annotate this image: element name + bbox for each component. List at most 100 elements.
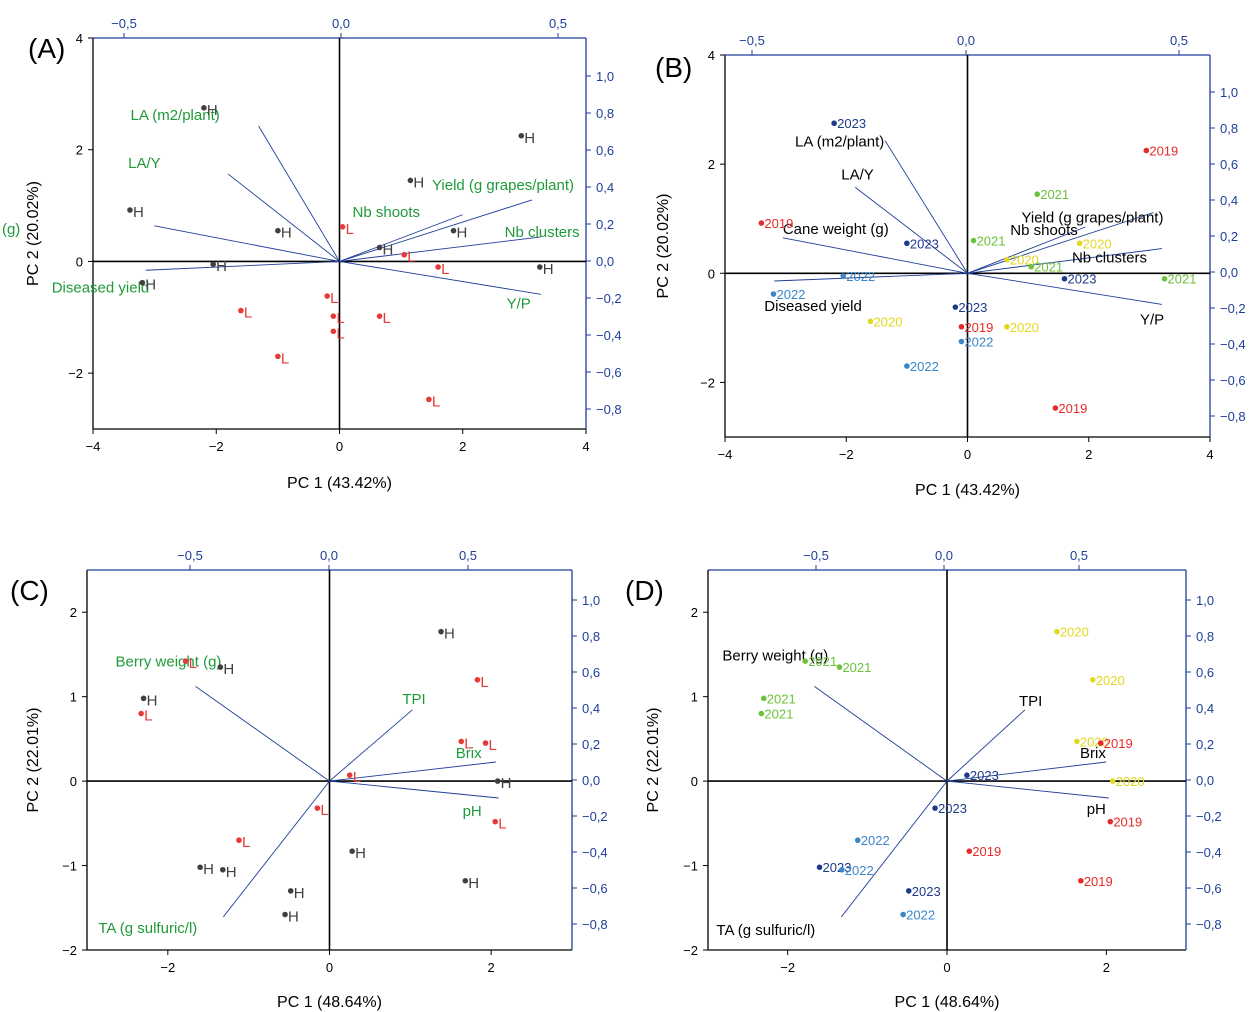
data-point xyxy=(438,628,444,635)
loading-vector xyxy=(782,237,968,274)
point-label: L xyxy=(330,290,338,307)
data-point xyxy=(139,279,146,286)
data-point xyxy=(1004,323,1010,330)
y-tick-label: −1 xyxy=(683,859,698,874)
point-label: H xyxy=(501,775,512,792)
data-point xyxy=(1078,877,1084,884)
data-point xyxy=(492,818,499,825)
y-tick-label: −1 xyxy=(62,859,77,874)
loading-vector xyxy=(339,199,533,262)
loading-label: Nb shoots xyxy=(353,204,421,221)
point-label: 2022 xyxy=(777,287,806,302)
loading-label: Cane weight (g) xyxy=(0,221,20,238)
point-label: L xyxy=(489,737,497,754)
loading-vector xyxy=(946,761,1107,782)
point-label: 2019 xyxy=(1058,401,1087,416)
y-tick-label: −2 xyxy=(700,375,715,390)
loading-vector xyxy=(967,212,1154,274)
right-tick-label: 0,8 xyxy=(1220,121,1238,136)
point-label: H xyxy=(145,277,156,294)
data-point xyxy=(854,837,861,844)
right-tick-label: −0,6 xyxy=(596,365,622,380)
data-point xyxy=(462,877,469,884)
loading-vector xyxy=(329,780,499,799)
point-label: H xyxy=(223,661,234,678)
point-label: 2022 xyxy=(861,833,890,848)
loading-vector xyxy=(946,780,1109,799)
point-label: L xyxy=(144,708,152,725)
right-tick-label: −0,8 xyxy=(1196,917,1222,932)
loading-label: LA (m2/plant) xyxy=(795,134,884,151)
data-point xyxy=(238,307,244,314)
right-tick-label: −0,6 xyxy=(1196,881,1222,896)
x-tick-label: −2 xyxy=(209,439,224,454)
point-label: L xyxy=(346,221,354,238)
data-point xyxy=(816,864,823,871)
data-point xyxy=(904,240,910,247)
y-tick-label: 2 xyxy=(691,605,698,620)
point-label: 2022 xyxy=(906,908,935,923)
data-point xyxy=(407,177,414,184)
data-point xyxy=(376,244,383,251)
loading-label: Nb clusters xyxy=(1072,250,1147,267)
panel-a: −4 −2 0 2 4 −2 0 2 4 −0,5 0,0 0,5 −0,8 −0,6 −0,4 −0,2 0,… xyxy=(0,16,622,492)
point-label: H xyxy=(133,204,144,221)
top-tick-label: 0,5 xyxy=(459,548,477,563)
loading-label: LA (m2/plant) xyxy=(131,107,220,124)
point-label: 2019 xyxy=(972,844,1001,859)
data-point xyxy=(904,363,910,369)
point-label: 2023 xyxy=(1068,272,1097,287)
data-point xyxy=(1076,240,1083,247)
loading-vector xyxy=(145,260,340,271)
right-tick-label: −0,6 xyxy=(582,881,608,896)
point-label: L xyxy=(498,816,506,833)
y-tick-label: 4 xyxy=(708,48,715,63)
data-point xyxy=(758,220,765,226)
right-tick-label: −0,4 xyxy=(596,328,622,343)
data-point xyxy=(1089,676,1096,683)
right-tick-label: 0,2 xyxy=(1220,229,1238,244)
loading-label: Berry weight (g) xyxy=(116,653,222,670)
data-point xyxy=(324,293,330,299)
top-tick-label: −0,5 xyxy=(739,33,765,48)
point-label: L xyxy=(464,735,472,752)
point-label: 2023 xyxy=(938,801,967,816)
data-point xyxy=(770,291,777,297)
y-tick-label: 2 xyxy=(70,605,77,620)
y-tick-label: 4 xyxy=(76,31,83,46)
loading-vector xyxy=(339,260,541,295)
point-label: 2021 xyxy=(1040,187,1069,202)
panel-d: −2 0 2 −2 −1 0 1 2 −0,5 0,0 0,5 −0,8 −0,6 −0,4 −0,2 0,0… xyxy=(625,548,1222,1011)
data-point xyxy=(970,237,977,244)
point-label: H xyxy=(203,861,214,878)
loading-vector xyxy=(258,125,340,262)
data-point xyxy=(1074,738,1080,745)
point-label: L xyxy=(480,674,488,691)
data-point xyxy=(210,261,216,268)
data-point xyxy=(1052,405,1059,411)
point-label: 2022 xyxy=(910,359,939,374)
data-point xyxy=(220,866,226,873)
data-point xyxy=(932,805,938,811)
x-tick-label: 0 xyxy=(336,439,343,454)
right-tick-label: 0,6 xyxy=(596,143,614,158)
loading-label: Brix xyxy=(1080,745,1106,762)
data-point xyxy=(435,264,441,270)
data-point xyxy=(287,888,294,894)
loading-vector xyxy=(854,187,968,274)
data-point xyxy=(1054,628,1060,635)
x-tick-label: 2 xyxy=(488,960,495,975)
point-label: 2019 xyxy=(964,320,993,335)
loading-label: TPI xyxy=(1019,693,1042,710)
point-label: H xyxy=(468,875,479,892)
x-tick-label: −2 xyxy=(160,960,175,975)
point-label: 2020 xyxy=(1083,236,1112,251)
data-point xyxy=(482,740,489,746)
point-label: 2021 xyxy=(1168,272,1197,287)
point-label: 2020 xyxy=(1010,253,1039,268)
x-tick-label: −4 xyxy=(718,447,733,462)
data-point xyxy=(275,227,281,234)
point-label: 2019 xyxy=(1104,736,1133,751)
loading-vector xyxy=(195,686,330,782)
